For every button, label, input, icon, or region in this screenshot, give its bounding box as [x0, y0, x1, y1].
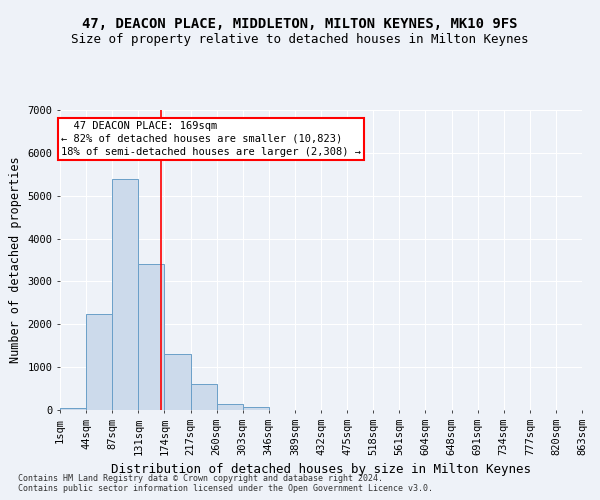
- X-axis label: Distribution of detached houses by size in Milton Keynes: Distribution of detached houses by size …: [111, 464, 531, 476]
- Text: 47, DEACON PLACE, MIDDLETON, MILTON KEYNES, MK10 9FS: 47, DEACON PLACE, MIDDLETON, MILTON KEYN…: [82, 18, 518, 32]
- Text: Contains public sector information licensed under the Open Government Licence v3: Contains public sector information licen…: [18, 484, 433, 493]
- Bar: [164, 354, 191, 410]
- Bar: [86, 314, 112, 410]
- Bar: [243, 406, 269, 410]
- Text: 47 DEACON PLACE: 169sqm
← 82% of detached houses are smaller (10,823)
18% of sem: 47 DEACON PLACE: 169sqm ← 82% of detache…: [61, 120, 361, 157]
- Bar: [191, 384, 217, 410]
- Bar: [139, 264, 164, 410]
- Text: Contains HM Land Registry data © Crown copyright and database right 2024.: Contains HM Land Registry data © Crown c…: [18, 474, 383, 483]
- Y-axis label: Number of detached properties: Number of detached properties: [9, 156, 22, 364]
- Bar: [217, 404, 243, 410]
- Bar: [112, 178, 139, 410]
- Bar: [60, 408, 86, 410]
- Text: Size of property relative to detached houses in Milton Keynes: Size of property relative to detached ho…: [71, 32, 529, 46]
